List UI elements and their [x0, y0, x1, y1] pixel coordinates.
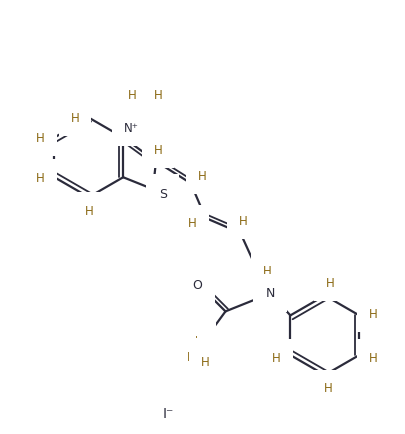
Text: H: H: [209, 343, 218, 356]
Text: H: H: [324, 381, 332, 395]
Text: O: O: [193, 279, 202, 291]
Text: I⁻: I⁻: [162, 406, 174, 420]
Text: S: S: [159, 187, 167, 200]
Text: H: H: [198, 169, 207, 182]
Text: H: H: [36, 171, 45, 184]
Text: H: H: [272, 351, 281, 364]
Text: H: H: [70, 112, 79, 125]
Text: H: H: [369, 307, 377, 320]
Text: H: H: [153, 89, 162, 102]
Text: H: H: [84, 204, 93, 217]
Text: H: H: [325, 276, 334, 289]
Text: N⁺: N⁺: [124, 122, 139, 135]
Text: H: H: [128, 89, 136, 102]
Text: H: H: [141, 75, 149, 88]
Text: H: H: [188, 217, 197, 230]
Text: H: H: [153, 144, 162, 157]
Text: H: H: [369, 351, 377, 364]
Text: H: H: [239, 215, 248, 228]
Text: N: N: [266, 286, 275, 299]
Text: H: H: [188, 350, 196, 363]
Text: H: H: [263, 265, 272, 277]
Text: H: H: [201, 355, 210, 368]
Text: H: H: [195, 334, 204, 347]
Text: H: H: [36, 132, 45, 145]
